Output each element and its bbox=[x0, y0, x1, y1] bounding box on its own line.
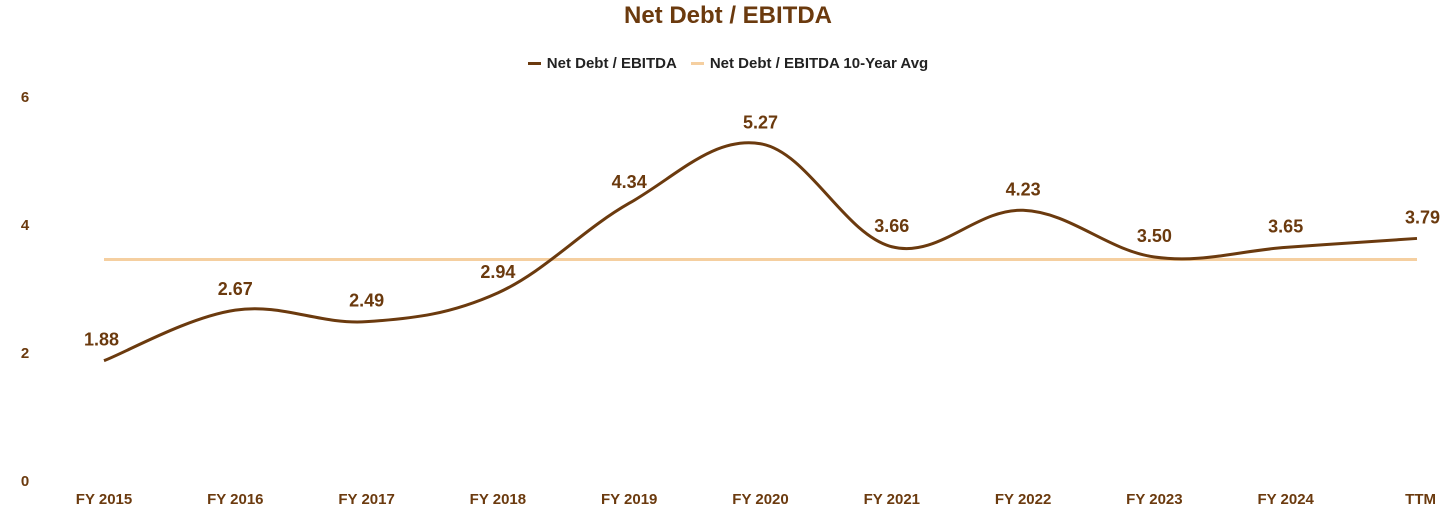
y-tick-label: 2 bbox=[21, 345, 29, 362]
x-tick-label: FY 2018 bbox=[470, 491, 526, 508]
data-label: 5.27 bbox=[743, 113, 778, 133]
legend-label-net-debt-ebitda: Net Debt / EBITDA bbox=[546, 55, 677, 72]
data-label: 2.94 bbox=[480, 262, 515, 282]
legend-swatch-10-year-avg bbox=[690, 62, 704, 65]
y-tick-label: 6 bbox=[21, 89, 29, 106]
x-tick-label: FY 2016 bbox=[207, 491, 263, 508]
x-tick-label: FY 2022 bbox=[995, 491, 1051, 508]
x-tick-label: FY 2019 bbox=[601, 491, 657, 508]
legend-item-net-debt-ebitda[interactable]: Net Debt / EBITDA bbox=[527, 55, 677, 72]
x-tick-label: FY 2023 bbox=[1126, 491, 1182, 508]
x-tick-label: FY 2024 bbox=[1257, 491, 1314, 508]
data-label: 3.65 bbox=[1268, 216, 1303, 236]
x-tick-label: FY 2020 bbox=[732, 491, 788, 508]
legend-label-10-year-avg: Net Debt / EBITDA 10-Year Avg bbox=[709, 55, 929, 72]
y-axis: 0 2 4 6 bbox=[21, 89, 30, 490]
chart-legend: Net Debt / EBITDA Net Debt / EBITDA 10-Y… bbox=[0, 55, 1456, 72]
x-tick-label: FY 2021 bbox=[864, 491, 920, 508]
legend-swatch-net-debt-ebitda bbox=[527, 62, 541, 65]
legend-item-10-year-avg[interactable]: Net Debt / EBITDA 10-Year Avg bbox=[690, 55, 929, 72]
x-axis: FY 2015 FY 2016 FY 2017 FY 2018 FY 2019 FY 20… bbox=[76, 491, 1436, 508]
x-tick-label: TTM bbox=[1405, 491, 1436, 508]
series-line-net-debt-ebitda bbox=[103, 141, 1418, 363]
y-tick-label: 0 bbox=[21, 473, 29, 490]
x-tick-label: FY 2015 bbox=[76, 491, 132, 508]
data-label: 1.88 bbox=[84, 330, 119, 350]
y-tick-label: 4 bbox=[21, 217, 30, 234]
data-label: 2.49 bbox=[349, 291, 384, 311]
data-label: 3.50 bbox=[1137, 226, 1172, 246]
x-tick-label: FY 2017 bbox=[338, 491, 394, 508]
data-label: 3.79 bbox=[1405, 207, 1440, 227]
data-label: 3.66 bbox=[874, 216, 909, 236]
data-label: 4.34 bbox=[612, 172, 647, 192]
data-label: 2.67 bbox=[218, 279, 253, 299]
data-labels: 1.88 2.67 2.49 2.94 4.34 5.27 3.66 4.23 3.50 3.65… bbox=[84, 113, 1440, 350]
chart-title: Net Debt / EBITDA bbox=[623, 2, 832, 29]
data-label: 4.23 bbox=[1006, 179, 1041, 199]
